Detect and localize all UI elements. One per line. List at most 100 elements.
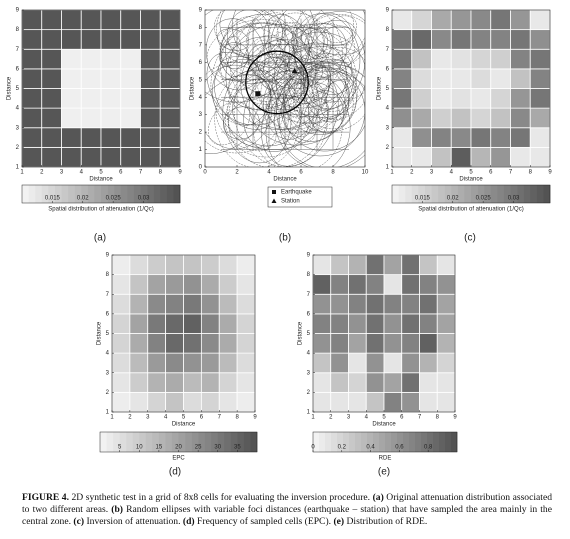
cell bbox=[236, 372, 256, 393]
point bbox=[291, 67, 298, 74]
x-tick-label: 9 bbox=[548, 170, 552, 176]
x-tick-label: 9 bbox=[178, 170, 182, 176]
ray-ellipse bbox=[291, 23, 328, 60]
cell bbox=[470, 88, 492, 109]
cell bbox=[330, 372, 349, 393]
cell bbox=[401, 372, 420, 393]
colorbar-step bbox=[530, 185, 538, 203]
cell bbox=[470, 48, 492, 70]
x-tick-label: 1 bbox=[110, 415, 114, 421]
cell bbox=[312, 274, 332, 295]
ray-ellipse bbox=[279, 71, 365, 167]
cell bbox=[165, 293, 184, 315]
caption-segment: (a) bbox=[372, 492, 384, 503]
colorbar-frame bbox=[21, 184, 181, 204]
y-axis-label: Distance bbox=[7, 76, 13, 100]
cell bbox=[21, 29, 43, 50]
cell bbox=[401, 254, 420, 276]
ray-ellipse bbox=[216, 10, 286, 65]
ray-ellipse bbox=[270, 77, 314, 118]
cell bbox=[100, 48, 122, 70]
cell bbox=[120, 127, 141, 148]
legend-box bbox=[267, 186, 333, 208]
y-tick-label: 9 bbox=[199, 8, 203, 14]
cell bbox=[21, 146, 43, 168]
colorbar-step bbox=[114, 185, 122, 203]
x-tick-label: 7 bbox=[509, 170, 513, 176]
cell bbox=[450, 107, 472, 129]
y-tick-label: 3 bbox=[307, 370, 311, 376]
colorbar-step bbox=[54, 185, 62, 203]
ray-ellipse bbox=[292, 10, 365, 67]
ray-ellipse bbox=[304, 28, 334, 59]
cell bbox=[21, 107, 43, 129]
colorbar-step bbox=[28, 185, 36, 203]
cell bbox=[510, 29, 531, 50]
y-tick-label: 6 bbox=[199, 60, 203, 66]
x-tick-label: 4 bbox=[80, 170, 84, 176]
caption-segment: (e) bbox=[333, 516, 345, 527]
colorbar-label: EPC bbox=[172, 456, 185, 462]
colorbar-step bbox=[490, 185, 498, 203]
y-tick-label: 4 bbox=[16, 106, 20, 112]
cell bbox=[147, 293, 167, 315]
cell bbox=[431, 68, 452, 89]
cell bbox=[391, 107, 413, 129]
colorbar-label: RDE bbox=[379, 456, 392, 462]
cell bbox=[529, 88, 551, 109]
colorbar-step bbox=[158, 432, 166, 452]
cell bbox=[470, 9, 492, 31]
cell bbox=[120, 68, 141, 89]
y-axis-label: Distance bbox=[190, 76, 196, 100]
cell bbox=[431, 107, 452, 129]
caption-segment: Random ellipses with variable foci dista… bbox=[22, 504, 552, 527]
cell bbox=[436, 254, 456, 276]
ray-ellipse bbox=[212, 59, 302, 147]
cell bbox=[431, 88, 452, 109]
colorbar-tick-label: 25 bbox=[195, 445, 202, 451]
cell bbox=[147, 333, 167, 354]
y-tick-label: 8 bbox=[307, 272, 311, 278]
ray-ellipse bbox=[219, 26, 283, 76]
y-tick-label: 5 bbox=[106, 331, 110, 337]
ray-ellipse bbox=[288, 62, 332, 104]
cell bbox=[431, 29, 452, 50]
colorbar-step bbox=[503, 185, 511, 203]
cell bbox=[236, 293, 256, 315]
colorbar-step bbox=[431, 185, 439, 203]
cell bbox=[348, 372, 367, 393]
colorbar-tick-label: 20 bbox=[175, 445, 182, 451]
ray-ellipse bbox=[225, 24, 331, 130]
cell bbox=[61, 107, 82, 129]
colorbar-step bbox=[120, 185, 128, 203]
x-axis-label: Distance bbox=[172, 422, 196, 428]
cell bbox=[80, 9, 102, 31]
x-tick-label: 3 bbox=[430, 170, 434, 176]
cell bbox=[159, 29, 181, 50]
colorbar-tick-label: 0.6 bbox=[395, 445, 404, 451]
colorbar-step bbox=[81, 185, 89, 203]
cell bbox=[330, 274, 349, 295]
colorbar-step bbox=[477, 185, 485, 203]
cell bbox=[529, 68, 551, 89]
colorbar-step bbox=[217, 432, 225, 452]
y-tick-label: 2 bbox=[199, 130, 203, 136]
cell bbox=[383, 313, 403, 334]
cell bbox=[200, 254, 220, 276]
colorbar-step bbox=[211, 432, 219, 452]
ray-ellipse bbox=[214, 36, 306, 126]
cell bbox=[21, 127, 43, 148]
cell bbox=[159, 68, 181, 89]
ray-ellipse bbox=[265, 81, 351, 167]
cell bbox=[510, 48, 531, 70]
x-axis-label: Distance bbox=[372, 422, 396, 428]
x-tick-label: 1 bbox=[311, 415, 315, 421]
colorbar-tick-label: 0.03 bbox=[138, 196, 150, 202]
cell bbox=[41, 9, 62, 31]
cell bbox=[450, 88, 472, 109]
ray-ellipse bbox=[205, 74, 272, 154]
ray-ellipse bbox=[247, 43, 290, 81]
colorbar-step bbox=[198, 432, 205, 452]
cell bbox=[41, 68, 62, 89]
cell bbox=[120, 9, 141, 31]
